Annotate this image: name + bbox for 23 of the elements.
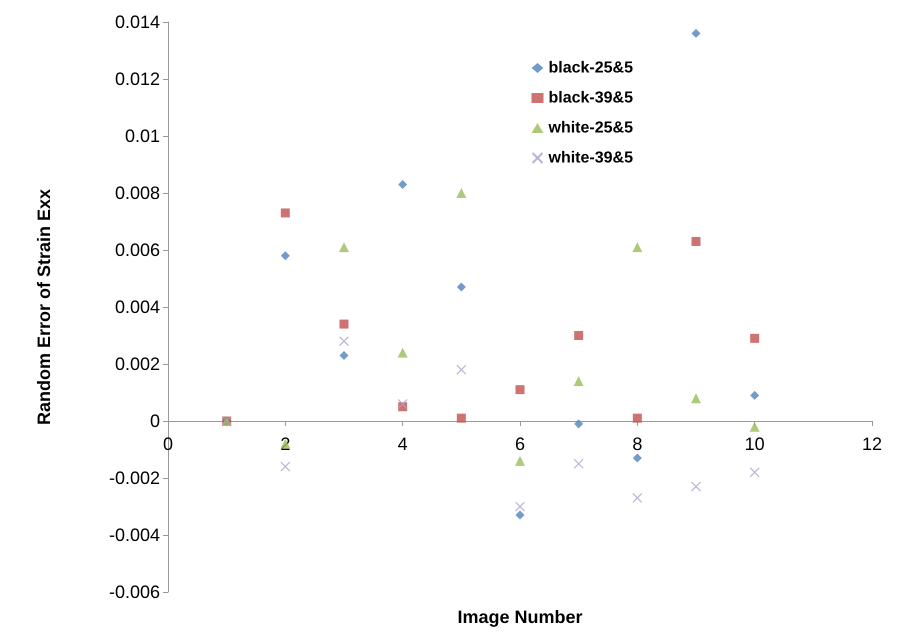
y-tick-label: 0.008 bbox=[114, 183, 160, 203]
x-tick-label: 0 bbox=[162, 434, 174, 454]
y-tick-label: -0.006 bbox=[108, 582, 160, 602]
y-tick-label: -0.002 bbox=[108, 468, 160, 488]
y-tick-label: 0.006 bbox=[114, 240, 160, 260]
y-tick-label: 0.01 bbox=[124, 126, 160, 146]
x-tick-label: 12 bbox=[862, 434, 882, 454]
y-tick-label: 0 bbox=[150, 411, 160, 431]
y-tick-label: 0.002 bbox=[114, 354, 160, 374]
x-tick-label: 8 bbox=[632, 434, 642, 454]
y-tick-label: 0.014 bbox=[114, 12, 160, 32]
x-tick-label: 6 bbox=[514, 434, 526, 454]
x-axis-title: Image Number bbox=[457, 607, 583, 627]
y-tick-label: 0.004 bbox=[114, 297, 160, 317]
x-tick-label: 4 bbox=[398, 434, 408, 454]
y-tick-label: -0.004 bbox=[108, 525, 160, 545]
legend-label: white-39&5 bbox=[548, 150, 634, 166]
x-tick-label: 10 bbox=[744, 434, 765, 454]
legend-label: black-25&5 bbox=[548, 60, 634, 76]
legend-label: black-39&5 bbox=[548, 90, 634, 106]
y-axis-title: Random Error of Strain Exx bbox=[34, 188, 54, 426]
legend-label: white-25&5 bbox=[548, 120, 634, 136]
y-tick-label: 0.012 bbox=[114, 69, 160, 89]
